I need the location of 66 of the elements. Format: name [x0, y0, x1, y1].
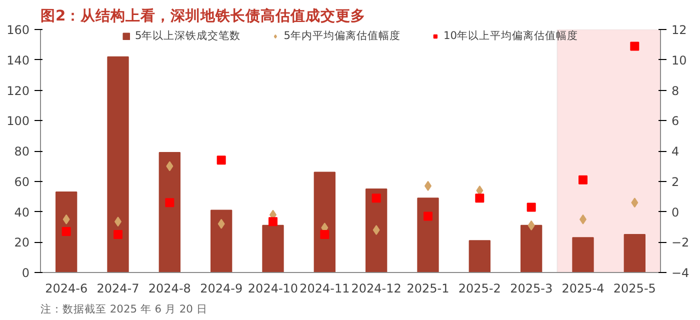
point: [526, 202, 536, 212]
bar: [158, 152, 180, 272]
legend-label: 5年以上深铁成交笔数: [134, 29, 241, 43]
x-tick-label: 2024-6: [45, 282, 88, 296]
y-tick-label: 60: [14, 174, 30, 189]
x-tick-label: 2025-3: [510, 282, 553, 296]
x-tick-label: 2024-8: [148, 282, 191, 296]
y2-tick-label: 8: [672, 84, 680, 98]
y-tick-label: 140: [6, 53, 30, 68]
y2-tick-label: 4: [672, 144, 680, 158]
point: [165, 198, 174, 208]
y2-tick-label: 6: [672, 114, 680, 128]
y2-tick-label: 0: [672, 205, 680, 220]
legend-label: 5年内平均偏离估值幅度: [284, 29, 400, 43]
point: [268, 217, 278, 226]
y2-tick-label: 2: [672, 174, 680, 189]
y2-tick-label: 12: [672, 23, 687, 37]
y2-tick-label: −4: [672, 266, 690, 280]
bar: [468, 240, 490, 272]
text: 注：数据截至 2025 年 6 月 20 日: [40, 302, 208, 316]
point: [62, 226, 71, 236]
point: [372, 224, 380, 235]
x-tick-label: 2024-11: [300, 282, 350, 296]
legend-label: 10年以上平均偏离估值幅度: [444, 29, 578, 43]
bar: [107, 56, 129, 272]
y-tick-label: 0: [22, 266, 30, 280]
point: [424, 212, 432, 221]
point: [372, 194, 381, 203]
point: [114, 230, 122, 240]
bar: [417, 198, 439, 272]
point: [62, 214, 70, 224]
x-tick-label: 2025-1: [406, 282, 450, 296]
bar: [56, 192, 78, 272]
bar: [520, 224, 542, 272]
x-tick-label: 2024-7: [96, 282, 140, 296]
bar: [262, 224, 284, 272]
point: [320, 230, 330, 240]
y2-tick-label: −2: [672, 236, 690, 250]
point: [475, 194, 484, 203]
point: [166, 161, 174, 172]
y-tick-label: 120: [6, 84, 30, 98]
chart-title: 图2：从结构上看，深圳地铁长债高估值成交更多: [40, 6, 366, 24]
y2-tick-label: 10: [672, 53, 687, 68]
x-tick-label: 2025-4: [562, 282, 604, 296]
point: [631, 198, 638, 208]
bar: [366, 188, 388, 272]
point: [528, 220, 535, 230]
x-tick-label: 2025-5: [613, 282, 656, 296]
bar: [572, 237, 594, 272]
point: [578, 175, 588, 184]
x-tick-label: 2024-10: [248, 282, 298, 296]
bar: [210, 210, 232, 272]
y-tick-label: 160: [6, 23, 30, 37]
y-tick-label: 80: [14, 144, 30, 158]
x-tick-label: 2024-12: [351, 282, 402, 296]
point: [216, 156, 226, 165]
bar: [624, 234, 646, 272]
bar: [314, 172, 336, 272]
point: [476, 185, 484, 196]
point: [218, 218, 225, 229]
x-tick-label: 2025-2: [458, 282, 501, 296]
y-tick-label: 40: [14, 205, 30, 220]
y-tick-label: 20: [14, 236, 30, 250]
y-tick-label: 100: [6, 114, 30, 128]
x-tick-label: 2024-9: [200, 282, 243, 296]
point: [630, 42, 640, 51]
